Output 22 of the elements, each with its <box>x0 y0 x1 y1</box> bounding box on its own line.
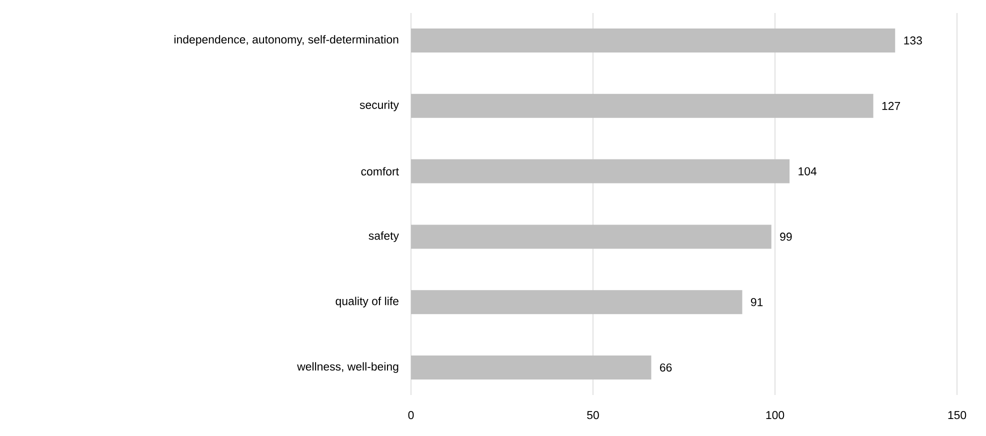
x-tick-label: 100 <box>766 411 784 420</box>
bar <box>411 28 896 52</box>
y-tick-label: wellness, well-being <box>297 362 398 373</box>
bar <box>411 290 742 314</box>
bar <box>411 356 652 380</box>
y-tick-label: comfort <box>361 167 399 176</box>
data-label: 91 <box>750 298 763 306</box>
bar <box>411 159 790 184</box>
data-label: 133 <box>904 36 922 45</box>
y-tick-label: security <box>360 100 399 112</box>
bar <box>411 224 772 249</box>
bar <box>411 94 874 118</box>
y-tick-label: independence, autonomy, self-determination <box>174 35 398 46</box>
x-tick-label: 50 <box>587 411 599 420</box>
x-tick-label: 150 <box>948 411 966 420</box>
data-label: 104 <box>798 167 817 176</box>
y-tick-label: quality of life <box>336 296 398 308</box>
x-tick-label: 0 <box>408 411 414 420</box>
y-tick-label: safety <box>368 231 399 242</box>
data-label: 99 <box>780 232 792 241</box>
data-label: 127 <box>882 102 900 110</box>
data-label: 66 <box>660 363 672 372</box>
